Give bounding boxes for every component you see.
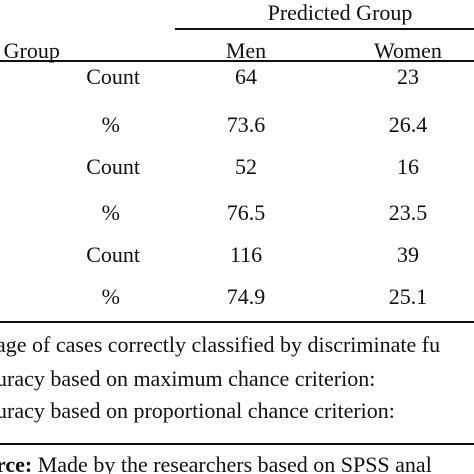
header-bottom-rule [0, 60, 474, 62]
note-line: age of cases correctly classified by dis… [0, 332, 441, 357]
row-label: Count [86, 64, 140, 89]
cell-men: 74.9 [226, 284, 266, 309]
cell-women: 39 [397, 242, 419, 267]
row-label: % [101, 112, 120, 137]
notes-bottom-rule [0, 443, 474, 445]
predicted-group-header: Predicted Group [267, 0, 413, 25]
source-label: rce: [0, 452, 33, 474]
row-label: % [101, 200, 120, 225]
table-bottom-rule [0, 321, 474, 323]
cell-men: 73.6 [226, 112, 266, 137]
row-label: Count [86, 154, 140, 179]
cell-men: 64 [235, 64, 257, 89]
column-header-women: Women [374, 38, 442, 63]
cell-men: 116 [229, 242, 263, 267]
cell-women: 25.1 [388, 284, 428, 309]
cell-men: 76.5 [226, 200, 266, 225]
cell-men: 52 [235, 154, 257, 179]
row-label: Count [86, 242, 140, 267]
column-header-men: Men [225, 38, 267, 63]
actual-group-header: l Group [0, 38, 60, 63]
cell-women: 23.5 [388, 200, 428, 225]
source-line: rce: Made by the researchers based on SP… [0, 454, 432, 474]
header-subrule [175, 28, 474, 30]
cell-women: 26.4 [388, 112, 428, 137]
row-label: % [101, 284, 120, 309]
note-line: uracy based on proportional chance crite… [0, 398, 395, 423]
source-text: Made by the researchers based on SPSS an… [32, 452, 432, 474]
cell-women: 16 [397, 154, 419, 179]
note-line: uracy based on maximum chance criterion: [0, 366, 376, 391]
cell-women: 23 [397, 64, 419, 89]
